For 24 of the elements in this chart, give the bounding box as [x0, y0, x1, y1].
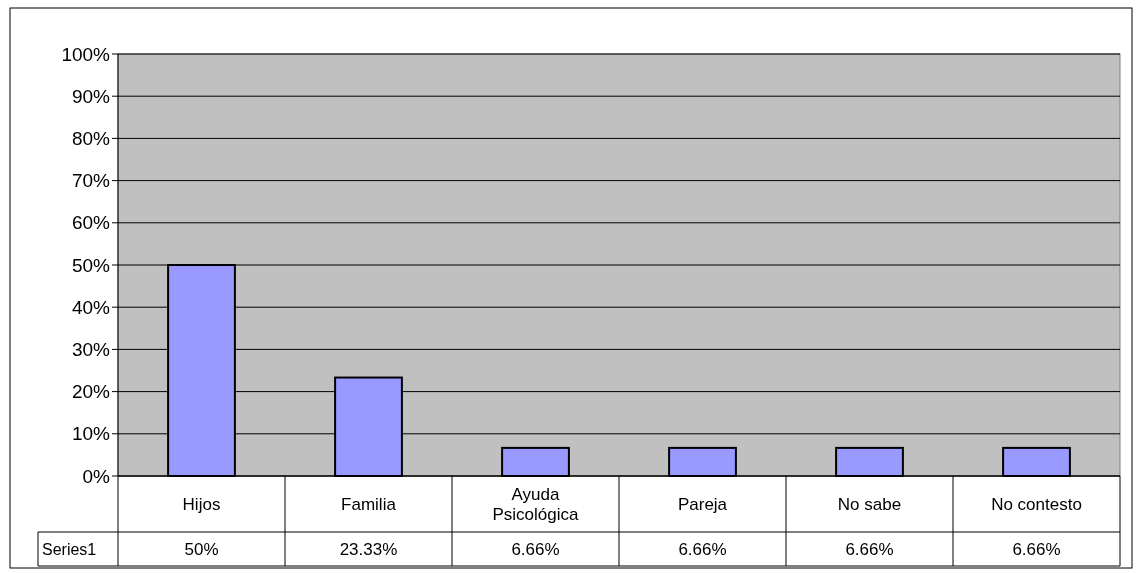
- x-tick-label: No contesto: [991, 494, 1082, 514]
- x-tick-label: Familia: [341, 494, 397, 514]
- x-tick-label: Ayuda Psicológica: [492, 484, 580, 524]
- y-tick-label: 0%: [82, 465, 111, 487]
- y-tick-label: 40%: [71, 296, 111, 318]
- y-tick-label: 50%: [71, 254, 111, 276]
- y-tick-label: 30%: [71, 339, 111, 361]
- y-tick-label: 60%: [71, 212, 111, 234]
- data-label: 6.66%: [678, 539, 727, 559]
- data-label: 23.33%: [339, 539, 398, 559]
- data-label: 6.66%: [1012, 539, 1061, 559]
- data-label: 6.66%: [511, 539, 560, 559]
- y-tick-label: 20%: [71, 381, 111, 403]
- y-tick-label: 90%: [71, 85, 111, 107]
- legend-label: Series1: [42, 540, 97, 558]
- y-tick-label: 80%: [71, 128, 111, 150]
- x-tick-label: Hijos: [182, 494, 221, 514]
- y-tick-label: 100%: [61, 43, 111, 65]
- data-label: 6.66%: [845, 539, 894, 559]
- x-tick-label: Pareja: [677, 494, 728, 514]
- y-tick-label: 10%: [71, 423, 111, 445]
- data-label: 50%: [184, 539, 219, 559]
- x-tick-label: No sabe: [837, 494, 902, 514]
- y-tick-label: 70%: [71, 170, 111, 192]
